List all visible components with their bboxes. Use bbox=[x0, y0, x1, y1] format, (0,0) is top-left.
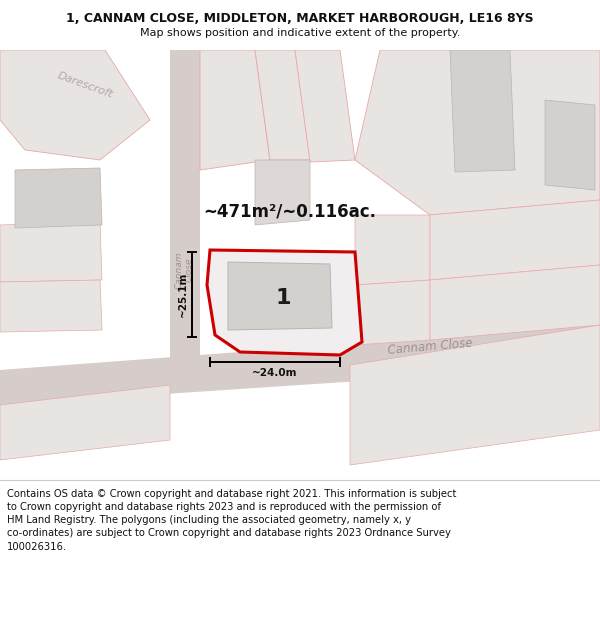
Polygon shape bbox=[450, 50, 515, 172]
Text: 1, CANNAM CLOSE, MIDDLETON, MARKET HARBOROUGH, LE16 8YS: 1, CANNAM CLOSE, MIDDLETON, MARKET HARBO… bbox=[66, 12, 534, 26]
Polygon shape bbox=[15, 168, 102, 228]
Text: ~25.1m: ~25.1m bbox=[178, 272, 188, 317]
Polygon shape bbox=[430, 200, 600, 280]
Polygon shape bbox=[350, 325, 600, 465]
Polygon shape bbox=[545, 100, 595, 190]
Text: 1: 1 bbox=[275, 288, 291, 308]
Polygon shape bbox=[170, 50, 200, 385]
Polygon shape bbox=[0, 50, 150, 160]
Polygon shape bbox=[0, 385, 170, 432]
Polygon shape bbox=[355, 280, 430, 345]
Polygon shape bbox=[355, 50, 600, 215]
Polygon shape bbox=[207, 250, 362, 355]
Polygon shape bbox=[228, 262, 332, 330]
Polygon shape bbox=[0, 385, 170, 460]
Text: Darescroft: Darescroft bbox=[56, 70, 114, 100]
Text: Cannam
Close: Cannam Close bbox=[175, 251, 194, 289]
Polygon shape bbox=[0, 280, 102, 332]
Text: Map shows position and indicative extent of the property.: Map shows position and indicative extent… bbox=[140, 28, 460, 38]
Text: Contains OS data © Crown copyright and database right 2021. This information is : Contains OS data © Crown copyright and d… bbox=[7, 489, 457, 551]
Polygon shape bbox=[255, 160, 310, 225]
Polygon shape bbox=[430, 265, 600, 340]
Text: Cannam Close: Cannam Close bbox=[387, 337, 473, 357]
Polygon shape bbox=[355, 215, 430, 285]
Polygon shape bbox=[400, 325, 600, 405]
Polygon shape bbox=[0, 325, 600, 405]
Polygon shape bbox=[255, 50, 310, 160]
Polygon shape bbox=[200, 50, 270, 170]
Text: ~24.0m: ~24.0m bbox=[252, 368, 298, 378]
Polygon shape bbox=[0, 222, 102, 282]
Text: ~471m²/~0.116ac.: ~471m²/~0.116ac. bbox=[203, 203, 377, 221]
Polygon shape bbox=[295, 50, 355, 162]
